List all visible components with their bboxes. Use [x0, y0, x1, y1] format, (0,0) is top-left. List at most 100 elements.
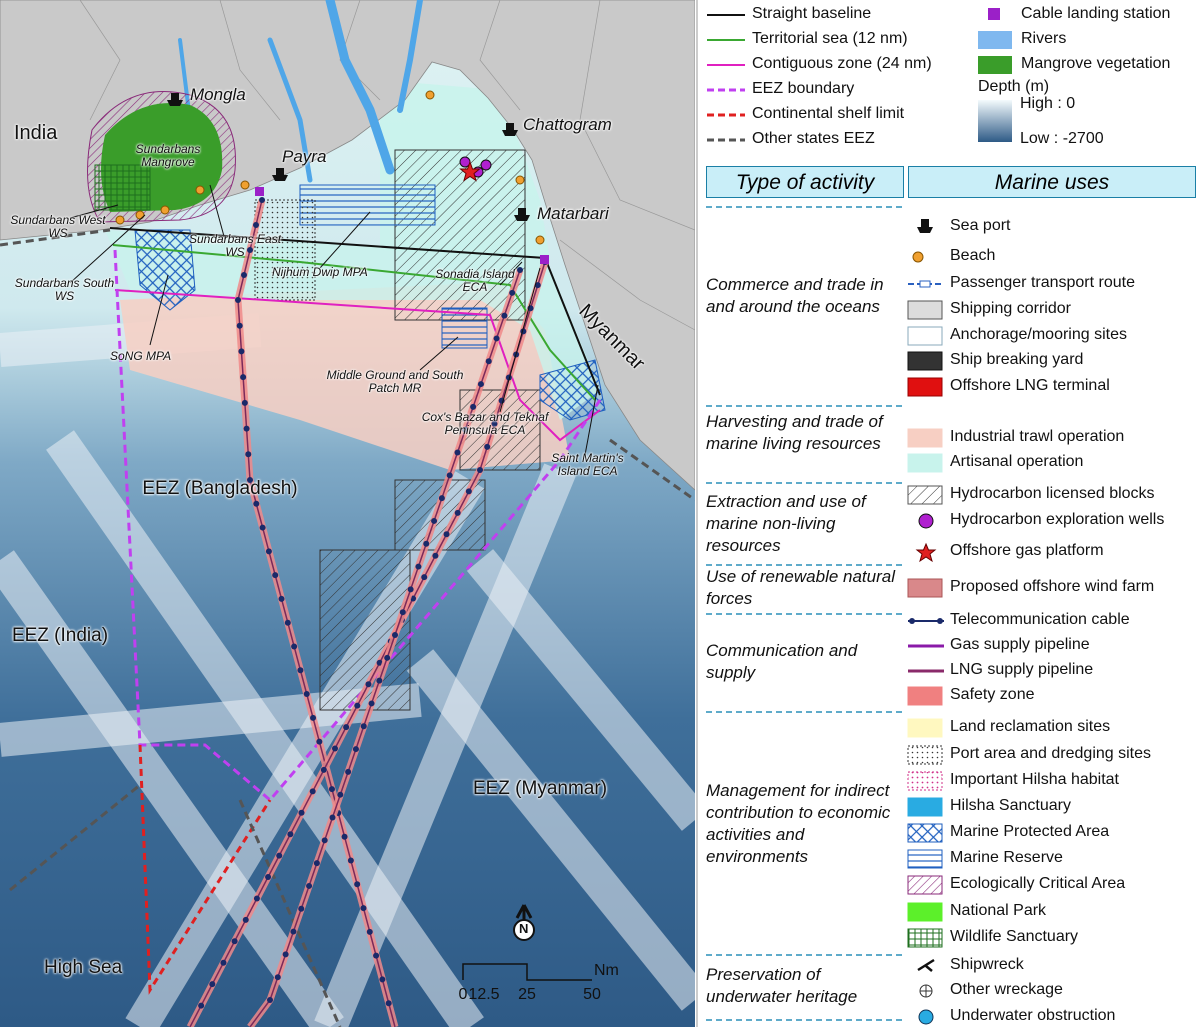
cable-node — [298, 809, 305, 816]
marine-reserve — [299, 184, 436, 226]
map-label: Sundarbans South WS — [14, 276, 115, 304]
scale-tick-label: 25 — [518, 986, 536, 1003]
legend-swatch — [907, 326, 943, 346]
map-label: EEZ (Bangladesh) — [142, 478, 298, 499]
cable-node — [343, 724, 350, 731]
cable-node — [373, 952, 380, 959]
cable-node — [399, 609, 406, 616]
legend-swatch — [919, 280, 931, 288]
marine-use: Hydrocarbon licensed blocks — [950, 485, 1155, 502]
cable-node — [376, 677, 383, 684]
cable-node — [247, 247, 253, 253]
map-label: Sundarbans East WS — [188, 232, 282, 260]
legend-swatch — [915, 542, 937, 563]
cable-node — [421, 574, 428, 581]
legend-swatch — [917, 958, 935, 972]
activity-type: Communication and supply — [706, 641, 858, 682]
beach — [515, 175, 525, 185]
map-label: Cox's Bazar and Teknaf Peninsula ECA — [421, 410, 549, 438]
cable-node — [287, 831, 294, 838]
cable-node — [462, 426, 469, 433]
legend-swatch — [978, 31, 1012, 49]
mpa — [539, 359, 606, 421]
map-label: Matarbari — [537, 204, 609, 223]
beach — [425, 90, 435, 100]
admin-boundaries — [79, 0, 695, 331]
marine-use: Marine Reserve — [950, 849, 1063, 866]
cable-node — [423, 540, 430, 547]
cable-node — [485, 358, 492, 365]
cable-landing — [255, 187, 264, 196]
cable-node — [337, 791, 344, 798]
marine-use: Artisanal operation — [950, 453, 1084, 470]
legend-symbols — [706, 8, 1012, 1025]
cable-node — [432, 552, 439, 559]
legend-swatch — [907, 823, 943, 843]
cable-node — [328, 786, 335, 793]
cable-node — [477, 381, 484, 388]
cable-node — [501, 312, 508, 319]
cable-node — [253, 500, 260, 507]
cable-node — [465, 488, 472, 495]
map-label: Saint Martin's Island ECA — [551, 451, 624, 479]
legend-swatch — [909, 618, 915, 624]
beach — [240, 180, 250, 190]
cable-node — [360, 723, 367, 730]
legend-swatch — [907, 928, 943, 948]
cable-landing — [540, 255, 549, 264]
activity-type: Extraction and use of marine non-living … — [706, 492, 866, 555]
cable-node — [345, 768, 352, 775]
legend-entry: Contiguous zone (24 nm) — [752, 55, 932, 72]
cable-node — [493, 335, 500, 342]
cable-node — [265, 548, 272, 555]
cable-node — [534, 282, 541, 289]
cable-node — [267, 997, 273, 1003]
cable-node — [259, 524, 266, 531]
eez-boundary — [113, 249, 602, 803]
marine-use: Gas supply pipeline — [950, 636, 1090, 653]
map-label: SoNG MPA — [110, 349, 172, 363]
marine-use: Sea port — [950, 217, 1011, 234]
sea-port — [272, 168, 288, 181]
cable-node — [259, 197, 265, 203]
depth-title: Depth (m) — [978, 78, 1050, 95]
legend-swatch — [918, 1009, 934, 1025]
map-label: High Sea — [44, 957, 123, 978]
legend-entry: Mangrove vegetation — [1021, 55, 1171, 72]
cable-node — [291, 643, 298, 650]
legend-swatch — [907, 849, 943, 869]
beach — [535, 235, 545, 245]
map-label: Mongla — [190, 85, 246, 104]
activity-type: Preservation of underwater heritage — [706, 965, 858, 1006]
sea-port — [167, 93, 183, 106]
cable-node — [438, 495, 445, 502]
territorial-sea — [112, 244, 596, 401]
marine-use: Hilsha Sanctuary — [950, 797, 1071, 814]
cable-node — [376, 659, 383, 666]
cable-node — [298, 905, 305, 912]
table-header: Marine uses — [908, 166, 1196, 198]
marine-use: Offshore gas platform — [950, 542, 1104, 559]
wildlife-sanctuary — [94, 164, 151, 211]
cable-node — [329, 814, 336, 821]
cable-node — [276, 852, 283, 859]
legend-swatch — [907, 745, 943, 765]
sea-port — [514, 208, 530, 221]
cable-node — [240, 374, 247, 381]
cable-node — [309, 788, 316, 795]
marine-use: Shipping corridor — [950, 300, 1071, 317]
marine-use: Other wreckage — [950, 981, 1063, 998]
marine-use: Underwater obstruction — [950, 1007, 1116, 1024]
cable-node — [443, 531, 450, 538]
legend-entry: Rivers — [1021, 30, 1067, 47]
continental-shelf — [138, 744, 272, 995]
scale-tick-label: 50 — [583, 986, 601, 1003]
cable-node — [491, 420, 498, 427]
gas-platform — [459, 160, 481, 182]
map-markers — [115, 90, 549, 264]
cable-node — [235, 297, 241, 303]
cable-node — [517, 267, 523, 273]
legend-swatch — [920, 985, 932, 997]
cable-node — [274, 974, 281, 981]
